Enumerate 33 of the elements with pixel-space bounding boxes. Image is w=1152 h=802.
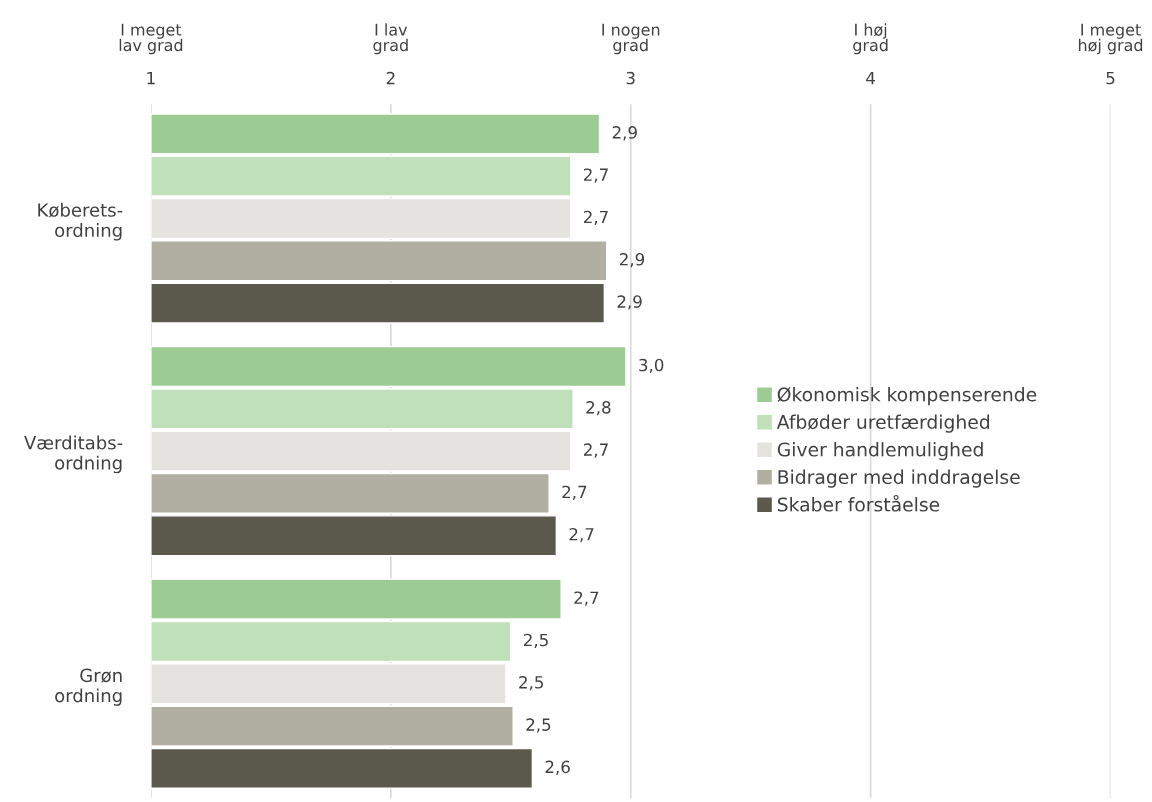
x-tick-label: 2 xyxy=(386,71,395,85)
data-label: 2,7 xyxy=(583,168,608,183)
x-tick-label: 1 xyxy=(147,71,155,85)
data-label: 2,7 xyxy=(574,591,599,606)
text: I lav grad xyxy=(373,23,408,55)
text: I meget høj grad xyxy=(1078,23,1143,55)
data-label: 2,5 xyxy=(526,718,551,733)
data-label: 2,7 xyxy=(583,210,608,226)
text: I nogen grad xyxy=(602,23,660,55)
data-label: 2,7 xyxy=(569,527,594,543)
data-label: 2,9 xyxy=(612,126,637,141)
y-tick-label: Værditabs- ordning xyxy=(24,435,123,474)
x-tick-label: 3 xyxy=(626,71,635,85)
data-label: 2,8 xyxy=(586,401,611,416)
data-label: 2,7 xyxy=(562,485,587,500)
x-tick-label: 4 xyxy=(866,71,875,85)
legend-label: Afbøder uretfærdighed xyxy=(776,414,990,433)
y-tick-label: Køberets- ordning xyxy=(38,202,123,241)
data-label: 2,5 xyxy=(523,633,548,649)
text: I høj grad xyxy=(853,23,888,55)
data-label: 2,9 xyxy=(617,295,642,310)
legend-label: Økonomisk kompenserende xyxy=(777,387,1037,406)
x-tick-label: 5 xyxy=(1106,71,1115,85)
data-label: 3,0 xyxy=(639,358,664,374)
data-label: 2,9 xyxy=(619,253,645,268)
y-tick-label: Grøn ordning xyxy=(55,668,122,706)
legend-label: Giver handlemulighed xyxy=(777,442,983,461)
legend-label: Skaber forståelse xyxy=(777,494,940,512)
legend-label: Bidrager med inddragelse xyxy=(778,469,1020,488)
data-label: 2,5 xyxy=(519,676,544,691)
text: I meget lav grad xyxy=(119,23,183,55)
data-label: 2,6 xyxy=(545,760,570,775)
data-label: 2,7 xyxy=(583,443,608,458)
